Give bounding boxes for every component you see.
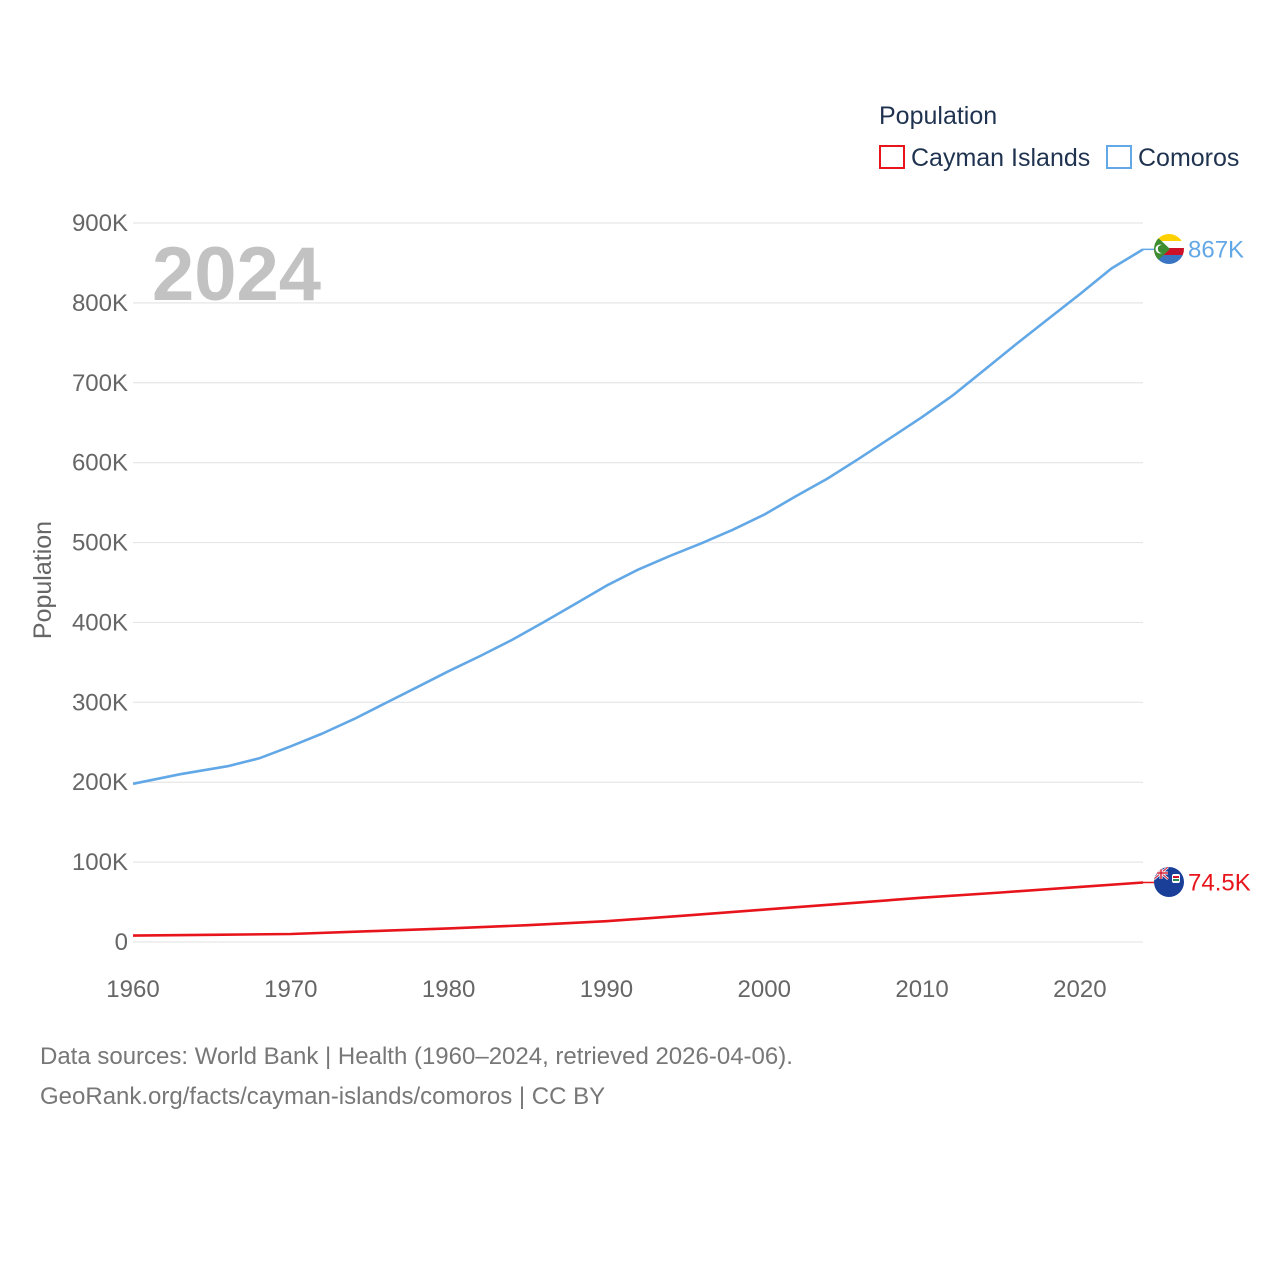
- y-tick-label: 200K: [72, 769, 128, 796]
- end-label-comoros: 867K: [1188, 236, 1244, 263]
- legend-label-comoros: Comoros: [1138, 144, 1239, 172]
- legend-swatch-comoros: [1106, 145, 1132, 169]
- series-line-comoros: [132, 248, 1144, 786]
- y-tick-label: 800K: [72, 290, 128, 317]
- y-tick-label: 400K: [72, 609, 128, 636]
- comoros-flag-icon: [1154, 234, 1184, 264]
- legend-item-comoros[interactable]: Comoros: [1106, 144, 1239, 172]
- legend-swatch-cayman-islands: [879, 145, 905, 169]
- y-tick-label: 100K: [72, 849, 128, 876]
- legend-item-cayman-islands[interactable]: Cayman Islands: [879, 144, 1090, 172]
- footer-source: Data sources: World Bank | Health (1960–…: [40, 1043, 793, 1070]
- x-axis-ticks: 1960 1970 1980 1990 2000 2010 2020: [106, 976, 1106, 1003]
- x-tick-label: 2000: [738, 976, 791, 1003]
- y-tick-label: 0: [115, 929, 128, 956]
- footer-link[interactable]: GeoRank.org/facts/cayman-islands/comoros…: [40, 1083, 606, 1110]
- x-tick-label: 1980: [422, 976, 475, 1003]
- y-tick-label: 900K: [72, 210, 128, 237]
- x-tick-label: 1960: [106, 976, 159, 1003]
- y-tick-label: 600K: [72, 450, 128, 477]
- x-tick-label: 2020: [1053, 976, 1106, 1003]
- end-label-cayman-islands: 74.5K: [1188, 869, 1251, 896]
- year-label: 2024: [152, 232, 321, 317]
- y-tick-label: 500K: [72, 530, 128, 557]
- y-tick-label: 700K: [72, 370, 128, 397]
- y-axis-ticks: 0 100K 200K 300K 400K 500K 600K 700K 800K 900K: [72, 210, 128, 956]
- end-labels: 74.5K 867K: [1188, 236, 1251, 896]
- cayman-islands-flag-icon: [1154, 867, 1184, 897]
- legend-label-cayman-islands: Cayman Islands: [911, 144, 1090, 172]
- legend: Population Cayman Islands Comoros: [879, 102, 1239, 172]
- x-tick-label: 1990: [580, 976, 633, 1003]
- y-tick-label: 300K: [72, 689, 128, 716]
- y-axis-title: Population: [29, 521, 57, 639]
- gridlines: [133, 222, 1143, 943]
- population-line-chart: 0 100K 200K 300K 400K 500K 600K 700K 800K 900K 19…: [29, 102, 1251, 1003]
- x-tick-label: 2010: [895, 976, 948, 1003]
- series-line-cayman-islands: [132, 881, 1144, 937]
- series-lines: [132, 248, 1154, 937]
- x-tick-label: 1970: [264, 976, 317, 1003]
- legend-title: Population: [879, 102, 997, 130]
